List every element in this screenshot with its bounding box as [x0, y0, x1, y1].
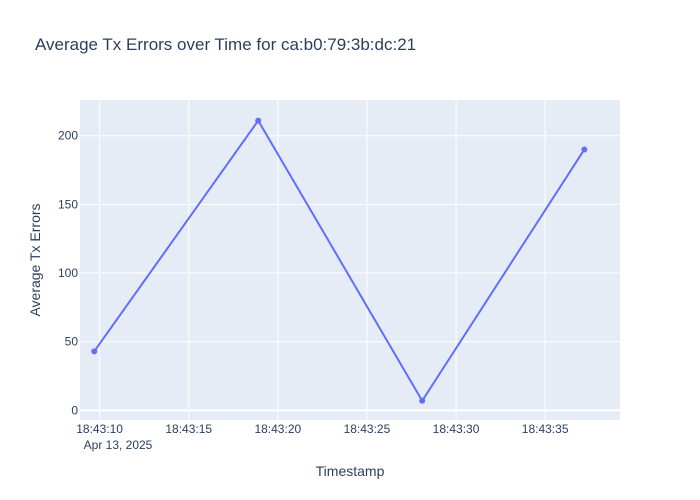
x-tick-label: 18:43:30 — [433, 422, 480, 436]
y-gridlines — [80, 135, 620, 412]
x-tick-label: 18:43:15 — [165, 422, 212, 436]
data-point — [581, 146, 588, 153]
chart-title: Average Tx Errors over Time for ca:b0:79… — [35, 35, 416, 54]
x-axis-ticks: 18:43:10 18:43:15 18:43:20 18:43:25 18:43:30… — [76, 422, 569, 436]
y-tick-label: 200 — [58, 129, 78, 143]
plot-area — [80, 100, 620, 420]
series-line — [93, 119, 586, 402]
series-group — [91, 117, 588, 404]
y-tick-label: 150 — [58, 197, 78, 211]
x-tick-label: 18:43:25 — [344, 422, 391, 436]
y-axis-label: Average Tx Errors — [27, 203, 43, 316]
y-tick-label: 100 — [58, 266, 78, 280]
data-point — [255, 117, 262, 124]
x-axis-date-label: Apr 13, 2025 — [84, 438, 153, 452]
y-tick-label: 50 — [65, 335, 79, 349]
y-axis-ticks: 0 50 100 150 200 — [58, 129, 78, 418]
y-tick-label: 0 — [71, 403, 78, 417]
data-point — [419, 397, 426, 404]
data-point — [91, 348, 98, 355]
x-tick-label: 18:43:10 — [76, 422, 123, 436]
x-axis-label: Timestamp — [316, 463, 385, 479]
x-tick-label: 18:43:35 — [522, 422, 569, 436]
x-tick-label: 18:43:20 — [254, 422, 301, 436]
